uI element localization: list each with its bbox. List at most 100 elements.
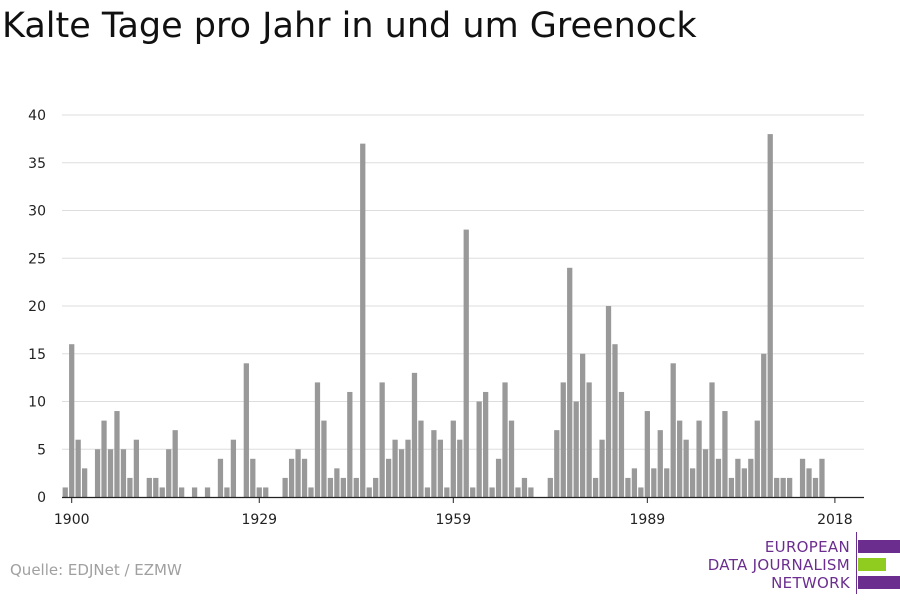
- bar: [748, 458, 754, 497]
- bar: [308, 487, 314, 497]
- bar: [230, 439, 237, 497]
- bar: [476, 401, 482, 497]
- bar: [431, 430, 437, 497]
- bar: [780, 477, 786, 497]
- y-tick-label: 20: [28, 299, 46, 315]
- bar: [812, 477, 819, 497]
- bar: [774, 477, 780, 497]
- bar: [573, 401, 579, 497]
- bar: [677, 420, 683, 497]
- bar: [554, 430, 560, 497]
- bar: [327, 477, 334, 497]
- bar: [120, 449, 127, 497]
- bar: [250, 458, 256, 497]
- bar: [411, 372, 418, 497]
- logo-bar-top: [858, 540, 900, 553]
- bar: [243, 363, 249, 497]
- y-tick-label: 5: [37, 442, 46, 458]
- bar: [567, 267, 573, 497]
- bar-chart: 0 5 10 15 20 25 30 35 40 1900 1929 1959 1989 2018: [28, 108, 864, 528]
- bar: [605, 306, 612, 497]
- bar: [528, 487, 534, 497]
- bar: [592, 477, 599, 497]
- grid-lines: [62, 114, 864, 450]
- bar: [347, 391, 353, 497]
- bar: [644, 411, 650, 497]
- bar: [463, 229, 469, 497]
- bar: [702, 449, 709, 497]
- y-tick-label: 0: [37, 490, 46, 506]
- bar: [82, 468, 88, 497]
- logo-bar-middle: [858, 558, 886, 571]
- bar: [146, 477, 152, 497]
- bar: [75, 439, 81, 497]
- bar: [437, 439, 443, 497]
- bar: [191, 487, 198, 497]
- bar: [638, 487, 644, 497]
- bar: [334, 468, 340, 497]
- bar: [69, 344, 75, 497]
- bar: [282, 477, 288, 497]
- bar: [470, 487, 476, 497]
- bar: [767, 134, 773, 497]
- bar: [288, 458, 295, 497]
- bar: [728, 477, 735, 497]
- bar: [353, 477, 359, 497]
- bar: [483, 391, 489, 497]
- bar: [172, 430, 178, 497]
- x-tick-label: 1900: [54, 512, 90, 528]
- bar: [114, 411, 120, 497]
- bar: [689, 468, 696, 497]
- bar: [392, 439, 398, 497]
- bar: [799, 458, 806, 497]
- bar: [405, 439, 411, 497]
- y-tick-label: 25: [28, 251, 46, 267]
- bar: [722, 411, 728, 497]
- bar: [127, 477, 133, 497]
- bar: [683, 439, 689, 497]
- bar: [418, 420, 424, 497]
- bar: [819, 458, 825, 497]
- bar: [651, 468, 657, 497]
- y-tick-label: 15: [28, 347, 46, 363]
- bar: [133, 439, 140, 497]
- bar: [159, 487, 165, 497]
- bar: [62, 487, 68, 497]
- bar: [508, 420, 515, 497]
- bar: [101, 420, 107, 497]
- logo-text-line-3: NETWORK: [771, 574, 850, 592]
- bar: [786, 477, 793, 497]
- bar: [625, 477, 631, 497]
- x-tick-label: 1989: [630, 512, 666, 528]
- bar: [670, 363, 676, 497]
- logo-divider: [856, 532, 857, 594]
- bar: [735, 458, 741, 497]
- bar: [612, 344, 618, 497]
- bar: [263, 487, 269, 497]
- x-tick-label: 1959: [435, 512, 471, 528]
- bar: [340, 477, 346, 497]
- bar: [385, 458, 392, 497]
- bar: [256, 487, 262, 497]
- bar: [502, 382, 508, 497]
- logo-text-line-2: DATA JOURNALISM: [707, 556, 850, 574]
- bar: [599, 439, 605, 497]
- bar: [301, 458, 308, 497]
- bar: [153, 477, 159, 497]
- bar: [560, 382, 566, 497]
- y-tick-label: 10: [28, 395, 46, 411]
- y-tick-label: 35: [28, 156, 46, 172]
- logo-bar-bottom: [858, 576, 900, 589]
- bar: [618, 391, 625, 497]
- bar: [398, 449, 405, 497]
- bar: [366, 487, 372, 497]
- bar: [741, 468, 747, 497]
- bar: [657, 430, 663, 497]
- bar: [754, 420, 760, 497]
- y-tick-label: 30: [28, 204, 46, 220]
- bar: [444, 487, 450, 497]
- chart-title: Kalte Tage pro Jahr in und um Greenock: [2, 6, 697, 46]
- source-note: Quelle: EDJNet / EZMW: [10, 561, 182, 579]
- bar: [715, 458, 722, 497]
- bar: [515, 487, 521, 497]
